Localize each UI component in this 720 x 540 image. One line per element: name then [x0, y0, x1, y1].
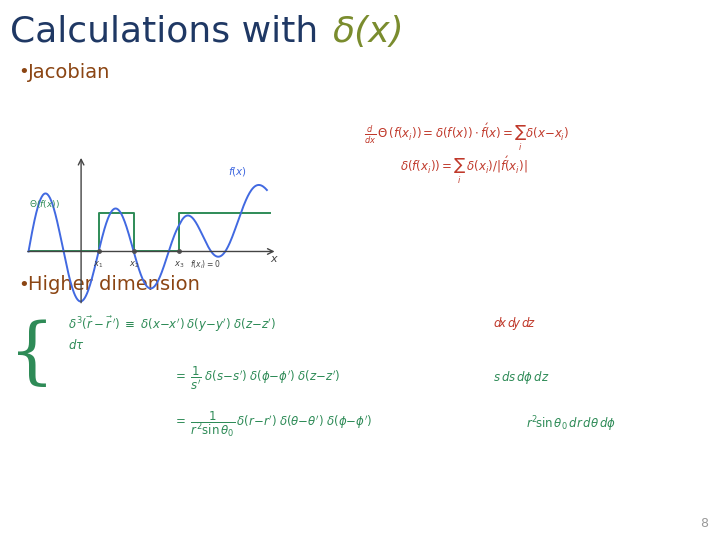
Text: $x_2$: $x_2$ — [128, 259, 139, 269]
Text: Jacobian: Jacobian — [28, 63, 110, 82]
Text: $\delta(f(x_i)) = \sum_i\, \delta(x_i)/|f\'(x_i)|$: $\delta(f(x_i)) = \sum_i\, \delta(x_i)/|… — [400, 154, 527, 186]
Text: $d\tau$: $d\tau$ — [68, 338, 85, 352]
Text: $x_1$: $x_1$ — [94, 259, 104, 269]
Text: δ(x): δ(x) — [333, 15, 405, 49]
Text: 8: 8 — [700, 517, 708, 530]
Text: Calculations with: Calculations with — [10, 15, 330, 49]
Text: $s\,ds\,d\phi\,dz$: $s\,ds\,d\phi\,dz$ — [493, 369, 549, 387]
Text: $\frac{d}{dx}\,\Theta\,(f(x_i)) = \delta(f(x))\cdot f\'(x) = \sum_i \delta(x{-}x: $\frac{d}{dx}\,\Theta\,(f(x_i)) = \delta… — [364, 122, 569, 153]
Text: x: x — [271, 254, 277, 264]
Text: Higher dimension: Higher dimension — [28, 275, 200, 294]
Text: {: { — [9, 320, 55, 390]
Text: $d\!x\,d\!y\,d\!z$: $d\!x\,d\!y\,d\!z$ — [493, 315, 536, 333]
Text: $x_3$: $x_3$ — [174, 259, 184, 269]
Text: $f(x_i){=}0$: $f(x_i){=}0$ — [190, 259, 220, 271]
Text: $\delta^3(\vec{r}-\vec{r}\,') \;\equiv\; \delta(x{-}x')\;\delta(y{-}y')\;\delta(: $\delta^3(\vec{r}-\vec{r}\,') \;\equiv\;… — [68, 314, 276, 334]
Text: •: • — [18, 63, 29, 81]
Text: $\Theta(f(x))$: $\Theta(f(x))$ — [29, 198, 59, 210]
Text: $=\;\dfrac{1}{r^2\sin\theta_0}\,\delta(r{-}r')\;\delta(\theta{-}\theta')\;\delta: $=\;\dfrac{1}{r^2\sin\theta_0}\,\delta(r… — [173, 409, 372, 439]
Text: $=\; \dfrac{1}{s'}\;\delta(s{-}s')\;\delta(\phi{-}\phi')\;\delta(z{-}z')$: $=\; \dfrac{1}{s'}\;\delta(s{-}s')\;\del… — [173, 364, 341, 391]
Text: $r^2\!\sin\theta_0\,dr\,d\theta\,d\phi$: $r^2\!\sin\theta_0\,dr\,d\theta\,d\phi$ — [526, 414, 616, 434]
Text: •: • — [18, 276, 29, 294]
Text: $f(x)$: $f(x)$ — [228, 165, 247, 178]
